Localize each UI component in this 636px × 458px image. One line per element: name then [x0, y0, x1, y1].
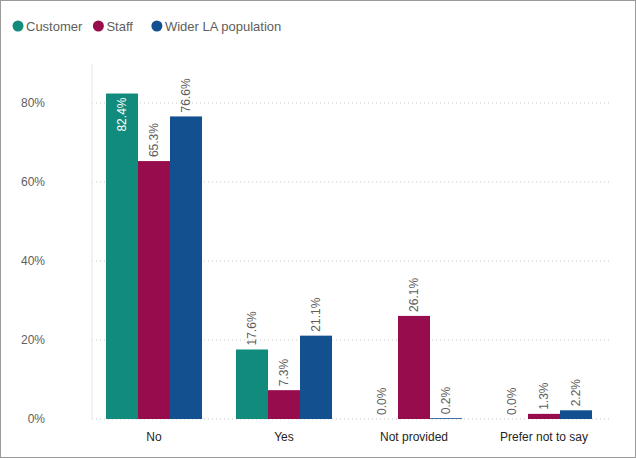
- tick-label: 80%: [21, 96, 45, 110]
- bar: [300, 336, 332, 419]
- bar: [398, 316, 430, 419]
- bar: [528, 414, 560, 419]
- bar: [236, 349, 268, 419]
- data-label: 7.3%: [277, 358, 291, 386]
- bar: [170, 116, 202, 419]
- data-label: 65.3%: [147, 123, 161, 157]
- frame: [1, 1, 636, 458]
- bar: [560, 410, 592, 419]
- legend-label: Staff: [106, 19, 133, 34]
- tick-label: 20%: [21, 333, 45, 347]
- category-label: No: [146, 430, 162, 444]
- bar: [496, 419, 528, 420]
- data-label: 21.1%: [309, 297, 323, 331]
- bar: [366, 419, 398, 420]
- bars: [106, 94, 592, 419]
- data-label: 17.6%: [245, 311, 259, 345]
- legend-marker: [93, 21, 104, 32]
- y-axis-line: [92, 64, 93, 420]
- data-label: 82.4%: [115, 97, 129, 131]
- bar: [138, 161, 170, 419]
- bar: [106, 94, 138, 419]
- legend-marker: [13, 21, 24, 32]
- bar: [268, 390, 300, 419]
- tick-label: 40%: [21, 254, 45, 268]
- data-label: 0.2%: [439, 387, 453, 415]
- legend-marker: [151, 21, 162, 32]
- data-label: 0.0%: [505, 387, 519, 415]
- legend-label: Wider LA population: [165, 19, 281, 34]
- tick-label: 60%: [21, 175, 45, 189]
- grid-line: [92, 103, 612, 104]
- legend-label: Customer: [26, 19, 83, 34]
- tick-label: 0%: [28, 412, 46, 426]
- data-label: 1.3%: [537, 382, 551, 410]
- category-label: Prefer not to say: [500, 430, 588, 444]
- data-label: 26.1%: [407, 278, 421, 312]
- bar: [430, 418, 462, 419]
- data-label: 76.6%: [179, 78, 193, 112]
- data-label: 2.2%: [569, 379, 583, 407]
- data-label: 0.0%: [375, 387, 389, 415]
- category-label: Yes: [274, 430, 294, 444]
- data-labels: 82.4% 65.3% 76.6% 17.6% 7.3% 21.1% 0.0% 26.1% 0.…: [115, 78, 583, 415]
- chart: 0% 20% 40% 60% 80% 82.4% 65.3% 76.6% 17.6% 7.3% 21…: [0, 0, 636, 458]
- category-label: Not provided: [380, 430, 448, 444]
- legend: Customer Staff Wider LA population: [13, 19, 282, 34]
